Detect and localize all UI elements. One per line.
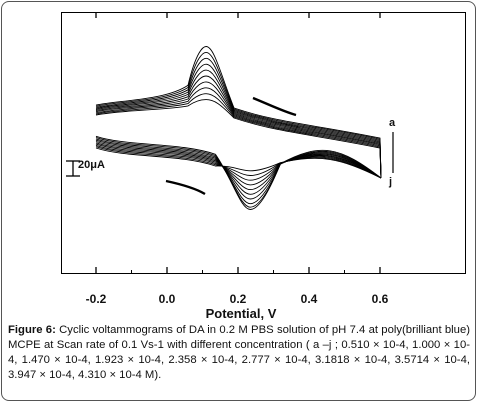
scan-direction-arrow — [165, 179, 206, 196]
scale-bar-label: 20μA — [78, 159, 105, 171]
cv-curve-anodic — [95, 46, 382, 179]
cv-curve-cathodic — [95, 147, 382, 179]
cv-curve-cathodic — [95, 139, 382, 200]
cv-curve-cathodic — [95, 146, 382, 179]
cv-curve-cathodic — [95, 141, 382, 195]
curve-label-a: a — [389, 117, 396, 129]
x-axis-title: Potential, V — [205, 306, 277, 321]
cv-curve-anodic — [95, 57, 382, 179]
plot-area — [61, 12, 466, 274]
caption-label: Figure 6: — [8, 324, 56, 336]
x-tick-label: 0.2 — [229, 292, 247, 306]
curve-label-j: j — [389, 176, 393, 188]
figure-caption: Figure 6: Cyclic voltammograms of DA in … — [8, 323, 470, 383]
cv-curve-anodic — [95, 81, 382, 179]
cv-curve-cathodic — [95, 142, 382, 191]
cv-curve-anodic — [95, 93, 382, 179]
x-tick-label: 0.6 — [371, 292, 389, 306]
cv-curve-anodic — [95, 51, 382, 179]
cv-curve-cathodic — [95, 144, 382, 181]
x-tick-label: 0.4 — [300, 292, 318, 306]
caption-text: Cyclic voltammograms of DA in 0.2 M PBS … — [8, 324, 470, 381]
cv-curve-anodic — [95, 69, 382, 179]
x-tick-label: 0.0 — [158, 292, 176, 306]
scan-direction-arrow — [252, 96, 297, 117]
cv-curve-cathodic — [95, 135, 382, 210]
cv-curve-anodic — [95, 75, 382, 179]
x-tick-label: -0.2 — [85, 292, 107, 306]
cv-curve-cathodic — [95, 138, 382, 205]
cv-curve-anodic — [95, 99, 382, 179]
cv-curve-cathodic — [95, 137, 382, 208]
cv-curve-anodic — [95, 63, 382, 179]
cv-curve-cathodic — [95, 143, 382, 186]
cv-curve-anodic — [95, 87, 382, 179]
